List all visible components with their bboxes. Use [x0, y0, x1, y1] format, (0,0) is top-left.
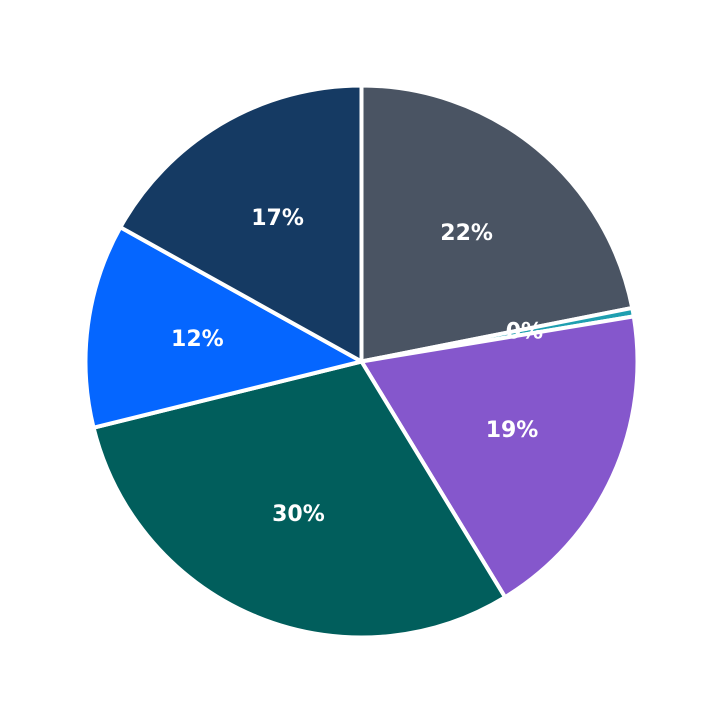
pie-slice-label-5: 17%	[251, 206, 304, 231]
pie-slice-3	[91, 359, 508, 640]
pie-slice-5	[118, 83, 364, 364]
pie-slice-4	[83, 225, 364, 430]
pie-labels: 22% 0% 19% 30% 12% 17%	[171, 206, 543, 527]
pie-slice-label-0: 22%	[440, 221, 493, 246]
pie-slice-label-4: 12%	[171, 327, 224, 352]
pie-slice-2	[359, 314, 640, 600]
pie-slice-label-2: 19%	[486, 418, 539, 443]
pie-slices	[83, 83, 640, 640]
pie-slice-label-1: 0%	[506, 319, 543, 344]
pie-slice-label-3: 30%	[272, 502, 325, 527]
pie-slice-0	[359, 83, 635, 364]
